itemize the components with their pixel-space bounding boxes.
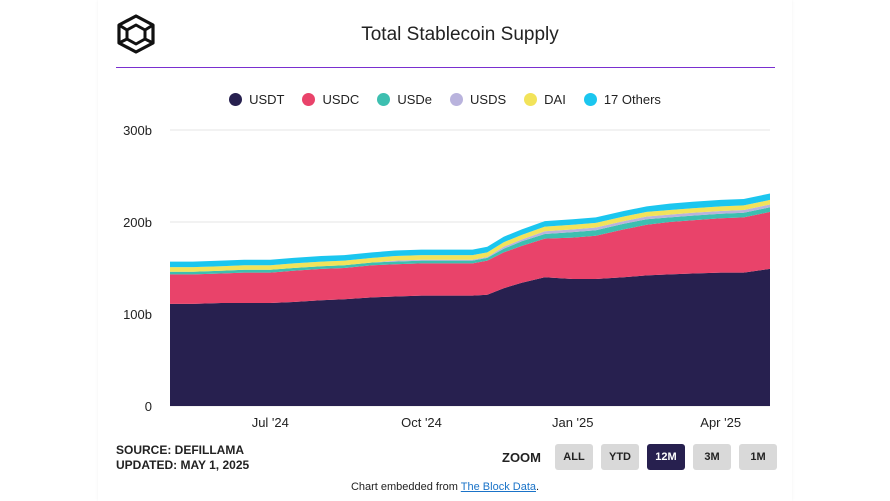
legend-label: USDT xyxy=(249,92,285,107)
x-tick-label: Jul '24 xyxy=(252,415,289,430)
legend-dot xyxy=(524,93,538,106)
embed-suffix: . xyxy=(536,481,540,493)
legend-item-usdt[interactable]: USDT xyxy=(229,92,284,107)
source-text: SOURCE: DEFILLAMA xyxy=(116,443,244,457)
the-block-data-link[interactable]: The Block Data xyxy=(460,481,536,493)
area-series-usdc xyxy=(170,211,770,304)
area-series-dai xyxy=(170,199,770,272)
legend-item-usds[interactable]: USDS xyxy=(450,92,506,107)
legend-item-usde[interactable]: USDe xyxy=(377,92,432,107)
updated-text: UPDATED: MAY 1, 2025 xyxy=(116,458,250,472)
chart-legend: USDT USDC USDe USDS DAI 17 Others xyxy=(0,92,890,107)
legend-dot xyxy=(450,93,464,106)
y-tick-label: 200b xyxy=(123,215,152,230)
the-block-logo-icon xyxy=(117,14,155,54)
legend-item-dai[interactable]: DAI xyxy=(524,92,566,107)
legend-label: 17 Others xyxy=(603,92,661,107)
legend-dot xyxy=(583,93,597,106)
legend-dot xyxy=(229,93,243,106)
source-block: SOURCE: DEFILLAMA UPDATED: MAY 1, 2025 xyxy=(116,443,249,473)
zoom-label: ZOOM xyxy=(502,449,541,465)
title-divider xyxy=(116,67,775,68)
x-tick-label: Jan '25 xyxy=(552,415,594,430)
zoom-button-ytd[interactable]: YTD xyxy=(601,444,639,470)
area-series-usdt xyxy=(170,268,770,406)
legend-label: USDC xyxy=(322,92,360,107)
zoom-controls: ZOOM ALL YTD 12M 3M 1M xyxy=(502,444,777,470)
legend-item-usdc[interactable]: USDC xyxy=(302,92,359,107)
legend-label: DAI xyxy=(544,92,566,107)
zoom-button-all[interactable]: ALL xyxy=(555,444,593,470)
embed-prefix: Chart embedded from xyxy=(350,481,461,493)
zoom-button-3m[interactable]: 3M xyxy=(693,444,731,470)
y-tick-label: 0 xyxy=(145,399,152,414)
area-series-usde xyxy=(170,207,770,275)
x-tick-label: Oct '24 xyxy=(401,415,442,430)
zoom-button-12m[interactable]: 12M xyxy=(647,444,685,470)
y-tick-label: 100b xyxy=(123,307,152,322)
legend-label: USDe xyxy=(397,92,433,107)
legend-label: USDS xyxy=(470,92,507,107)
legend-item-17-others[interactable]: 17 Others xyxy=(583,92,661,107)
legend-dot xyxy=(377,93,391,106)
legend-dot xyxy=(302,93,316,106)
zoom-button-1m[interactable]: 1M xyxy=(739,444,777,470)
area-series-17-others xyxy=(170,193,770,268)
chart-title: Total Stablecoin Supply xyxy=(361,24,559,45)
y-tick-label: 300b xyxy=(123,123,152,138)
x-tick-label: Apr '25 xyxy=(700,415,741,430)
embed-note: Chart embedded from The Block Data. xyxy=(0,481,890,493)
